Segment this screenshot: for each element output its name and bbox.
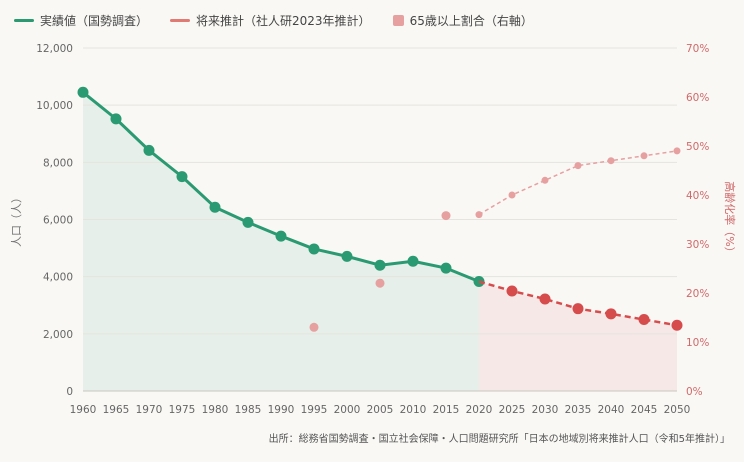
legend-item-actual[interactable]: 実績値（国勢調査）	[14, 12, 148, 29]
source-note: 出所：総務省国勢調査・国立社会保障・人口問題研究所「日本の地域別将来推計人口（令…	[268, 434, 730, 445]
y-tick-label: 6,000	[43, 215, 73, 227]
y2-tick-label: 60%	[686, 92, 709, 104]
x-tick-label: 2020	[466, 404, 493, 416]
x-tick-label: 1960	[70, 404, 97, 416]
x-tick-label: 2010	[400, 404, 427, 416]
x-tick-label: 1980	[202, 404, 229, 416]
y2-tick-label: 20%	[686, 288, 709, 300]
actual-point[interactable]	[77, 86, 89, 98]
actual-point[interactable]	[209, 201, 221, 213]
axes: 0 2,000 4,000 6,000 8,000 10,000 12,000 0% 10% 20…	[10, 43, 737, 416]
actual-point[interactable]	[176, 171, 188, 183]
legend-swatch-projection	[170, 19, 191, 22]
legend-item-elderly[interactable]: 65歳以上割合（右軸）	[392, 12, 533, 29]
y2-tick-label: 10%	[686, 337, 709, 349]
series-layer	[77, 86, 683, 332]
x-tick-label: 1985	[235, 404, 262, 416]
actual-point[interactable]	[374, 259, 386, 271]
x-tick-label: 1995	[301, 404, 328, 416]
elderly-point[interactable]	[508, 191, 516, 199]
x-tick-label: 1975	[169, 404, 196, 416]
y-tick-label: 10,000	[36, 100, 73, 112]
legend-label-projection: 将来推計（社人研2023年推計）	[196, 14, 371, 28]
projection-point[interactable]	[539, 293, 551, 305]
x-tick-label: 2030	[532, 404, 559, 416]
actual-point[interactable]	[341, 250, 353, 262]
elderly-point[interactable]	[574, 162, 582, 170]
elderly-trend-line	[478, 150, 678, 216]
actual-point[interactable]	[440, 262, 452, 274]
x-tick-label: 1990	[268, 404, 295, 416]
elderly-point[interactable]	[475, 211, 483, 219]
x-tick-label: 2015	[433, 404, 460, 416]
y2-tick-label: 50%	[686, 141, 709, 153]
y-tick-label: 0	[66, 386, 73, 398]
elderly-point[interactable]	[541, 176, 549, 184]
y-tick-label: 12,000	[36, 43, 73, 55]
projection-point[interactable]	[572, 303, 584, 315]
projection-point[interactable]	[506, 285, 518, 297]
y-axis-title: 人口（人）	[10, 192, 23, 247]
y-tick-label: 8,000	[43, 157, 73, 169]
actual-point[interactable]	[308, 243, 320, 255]
projection-point[interactable]	[638, 314, 650, 326]
actual-area-fill	[83, 92, 479, 391]
x-tick-label: 2005	[367, 404, 394, 416]
x-tick-label: 2035	[565, 404, 592, 416]
legend-label-actual: 実績値（国勢調査）	[40, 14, 149, 28]
x-tick-label: 2000	[334, 404, 361, 416]
y2-tick-label: 0%	[686, 386, 703, 398]
projection-area-fill	[479, 281, 677, 391]
y2-tick-label: 30%	[686, 239, 709, 251]
x-tick-label: 2045	[631, 404, 658, 416]
y-tick-label: 2,000	[43, 329, 73, 341]
y2-axis-title: 高齢化率（%）	[723, 181, 737, 257]
actual-point[interactable]	[242, 216, 254, 228]
elderly-point[interactable]	[673, 147, 681, 155]
x-tick-label: 2040	[598, 404, 625, 416]
actual-point[interactable]	[143, 144, 155, 156]
x-tick-label: 2050	[664, 404, 691, 416]
y-tick-label: 4,000	[43, 272, 73, 284]
area-fills	[83, 92, 677, 391]
elderly-point[interactable]	[640, 152, 648, 160]
elderly-point[interactable]	[309, 322, 319, 332]
elderly-point[interactable]	[375, 278, 385, 288]
legend-swatch-elderly	[392, 15, 404, 26]
elderly-point[interactable]	[441, 211, 451, 221]
x-tick-label: 1965	[103, 404, 130, 416]
x-tick-label: 1970	[136, 404, 163, 416]
elderly-point[interactable]	[607, 157, 615, 165]
projection-point[interactable]	[671, 319, 683, 331]
legend-item-projection[interactable]: 将来推計（社人研2023年推計）	[170, 12, 371, 29]
legend: 実績値（国勢調査） 将来推計（社人研2023年推計） 65歳以上割合（右軸）	[14, 12, 533, 29]
x-tick-label: 2025	[499, 404, 526, 416]
actual-point[interactable]	[110, 113, 122, 125]
y2-tick-label: 40%	[686, 190, 709, 202]
legend-swatch-actual	[14, 19, 34, 22]
legend-label-elderly: 65歳以上割合（右軸）	[409, 14, 533, 28]
actual-point[interactable]	[407, 255, 419, 267]
y2-tick-label: 70%	[686, 43, 709, 55]
projection-point[interactable]	[605, 308, 617, 320]
actual-point[interactable]	[275, 230, 287, 242]
